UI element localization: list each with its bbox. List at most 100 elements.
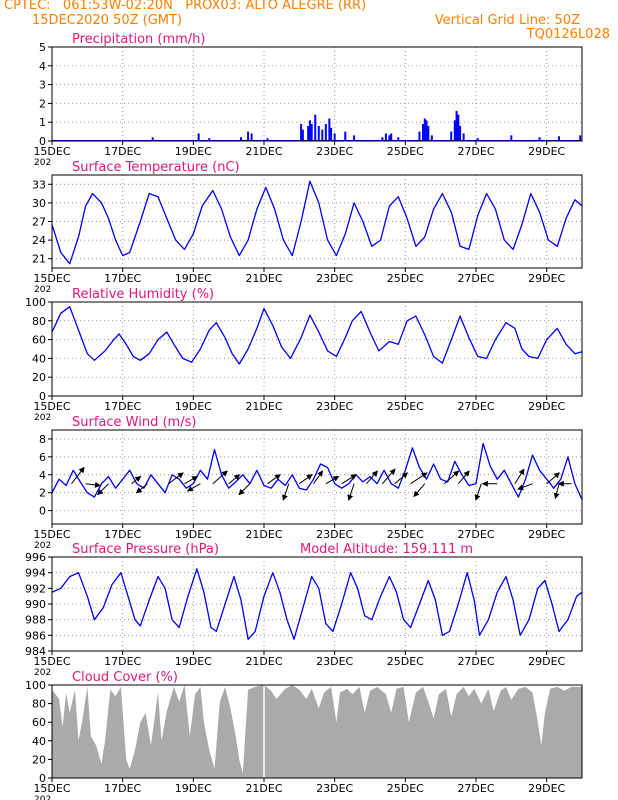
x-tick-label: 29DEC bbox=[528, 145, 565, 158]
wind-vector-arrow bbox=[228, 474, 241, 485]
x-tick-label: 29DEC bbox=[528, 655, 565, 668]
precip-bar bbox=[250, 133, 253, 141]
wind-vector-arrow bbox=[212, 470, 228, 485]
wind-vector-arrow bbox=[131, 475, 142, 485]
header-grid-note: Vertical Grid Line: 50Z bbox=[434, 13, 580, 28]
wind-vector-arrow bbox=[238, 483, 251, 496]
panel-wind: 0 2 4 6 8 15DEC 17DEC 19DEC 21DEC 23DEC 25DEC 27DEC… bbox=[33, 415, 583, 551]
wind-vector-arrow bbox=[282, 483, 290, 501]
x-tick-label: 15DEC bbox=[33, 528, 70, 541]
wind-vector-arrow bbox=[135, 483, 148, 494]
y-tick-label: 20 bbox=[32, 371, 46, 384]
panel-precip: 0 1 2 3 4 5 15DEC 17DEC 19DEC 21DEC 23DEC 25DEC 27DE… bbox=[33, 32, 583, 168]
x-tick-label: 19DEC bbox=[175, 528, 212, 541]
x-year-stub: 202 bbox=[34, 795, 51, 800]
wind-vector-arrow bbox=[168, 472, 184, 485]
precip-bar bbox=[397, 137, 400, 141]
y-tick-label: 4 bbox=[39, 60, 46, 73]
x-tick-label: 19DEC bbox=[175, 655, 212, 668]
x-tick-label: 21DEC bbox=[245, 655, 282, 668]
precip-bar bbox=[538, 137, 541, 141]
wind-vector-arrow bbox=[546, 472, 561, 485]
y-tick-label: 100 bbox=[25, 296, 46, 309]
x-tick-label: 27DEC bbox=[457, 145, 494, 158]
x-year-stub: 202 bbox=[34, 158, 51, 168]
wind-series-line bbox=[51, 442, 583, 501]
wind-vector-arrow bbox=[186, 483, 201, 492]
x-tick-label: 15DEC bbox=[33, 782, 70, 795]
wind-vector-arrow bbox=[347, 483, 355, 501]
wind-vector-arrow bbox=[299, 474, 313, 485]
precip-bar bbox=[353, 135, 356, 141]
y-tick-label: 30 bbox=[32, 197, 46, 210]
wind-vector-arrow bbox=[325, 476, 340, 485]
x-tick-label: 17DEC bbox=[104, 782, 141, 795]
precip-bar bbox=[381, 137, 384, 141]
y-tick-label: 0 bbox=[39, 772, 46, 785]
x-tick-label: 25DEC bbox=[387, 528, 424, 541]
precip-bar bbox=[197, 133, 200, 141]
y-tick-label: 988 bbox=[25, 614, 46, 627]
wind-vector-arrow bbox=[97, 483, 109, 496]
x-tick-label: 27DEC bbox=[457, 655, 494, 668]
wind-vector-arrow bbox=[341, 474, 357, 485]
precip-bar bbox=[558, 136, 561, 141]
y-tick-label: 3 bbox=[39, 79, 46, 92]
cloud-cover-area bbox=[52, 685, 582, 778]
x-tick-label: 21DEC bbox=[245, 528, 282, 541]
panel-rh: 0 20 40 60 80 100 15DEC 17DEC 19DEC 21DEC 23DEC 25D… bbox=[25, 287, 583, 423]
wind-vector-arrow bbox=[313, 470, 324, 485]
precip-bar bbox=[425, 120, 428, 141]
wind-vector-arrow bbox=[381, 468, 396, 485]
x-tick-label: 27DEC bbox=[457, 272, 494, 285]
rh-series-line bbox=[51, 306, 583, 365]
wind-vector-arrow bbox=[366, 470, 378, 485]
header-run-id: TQ0126L028 bbox=[526, 27, 610, 42]
precip-bar bbox=[427, 125, 430, 141]
panel-annotation: Model Altitude: 159.111 m bbox=[300, 542, 473, 557]
panel-title: Relative Humidity (%) bbox=[72, 287, 214, 302]
y-tick-label: 20 bbox=[32, 753, 46, 766]
wind-vector-arrow bbox=[85, 481, 101, 488]
wind-vector-arrow bbox=[71, 466, 85, 485]
x-tick-label: 21DEC bbox=[245, 782, 282, 795]
precip-bar bbox=[208, 138, 211, 141]
precip-bar bbox=[324, 124, 327, 141]
precip-bar bbox=[450, 131, 453, 141]
wind-vector-arrow bbox=[457, 470, 470, 485]
x-tick-label: 17DEC bbox=[104, 655, 141, 668]
x-tick-label: 29DEC bbox=[528, 782, 565, 795]
x-tick-label: 25DEC bbox=[387, 655, 424, 668]
precip-bar bbox=[423, 118, 426, 141]
x-tick-label: 19DEC bbox=[175, 782, 212, 795]
precip-bar bbox=[430, 135, 433, 141]
x-tick-label: 23DEC bbox=[316, 400, 353, 413]
y-tick-label: 21 bbox=[32, 253, 46, 266]
wind-vector-arrow bbox=[413, 483, 426, 498]
pressure-series-line bbox=[51, 568, 583, 640]
precip-bar bbox=[266, 138, 269, 141]
x-tick-label: 21DEC bbox=[245, 145, 282, 158]
temp-series-line bbox=[51, 180, 583, 265]
wind-vector-arrow bbox=[394, 472, 409, 485]
wind-vector-arrow bbox=[184, 476, 198, 485]
y-tick-label: 8 bbox=[39, 433, 46, 446]
y-tick-label: 984 bbox=[25, 645, 46, 658]
precip-bar bbox=[310, 124, 313, 141]
wind-vector-arrow bbox=[443, 470, 460, 485]
precip-bar bbox=[300, 124, 303, 141]
precip-bar bbox=[247, 131, 250, 141]
x-tick-label: 25DEC bbox=[387, 145, 424, 158]
precip-bar bbox=[307, 125, 310, 141]
x-tick-label: 23DEC bbox=[316, 528, 353, 541]
y-tick-label: 80 bbox=[32, 315, 46, 328]
precip-bar bbox=[333, 133, 336, 141]
x-tick-label: 23DEC bbox=[316, 782, 353, 795]
panel-frame bbox=[51, 684, 583, 779]
x-tick-label: 15DEC bbox=[33, 655, 70, 668]
x-year-stub: 202 bbox=[34, 285, 51, 295]
precip-bar bbox=[240, 137, 243, 141]
precip-bar bbox=[328, 118, 331, 141]
panel-title: Precipitation (mm/h) bbox=[72, 32, 205, 47]
panel-title: Surface Temperature (nC) bbox=[72, 160, 240, 175]
